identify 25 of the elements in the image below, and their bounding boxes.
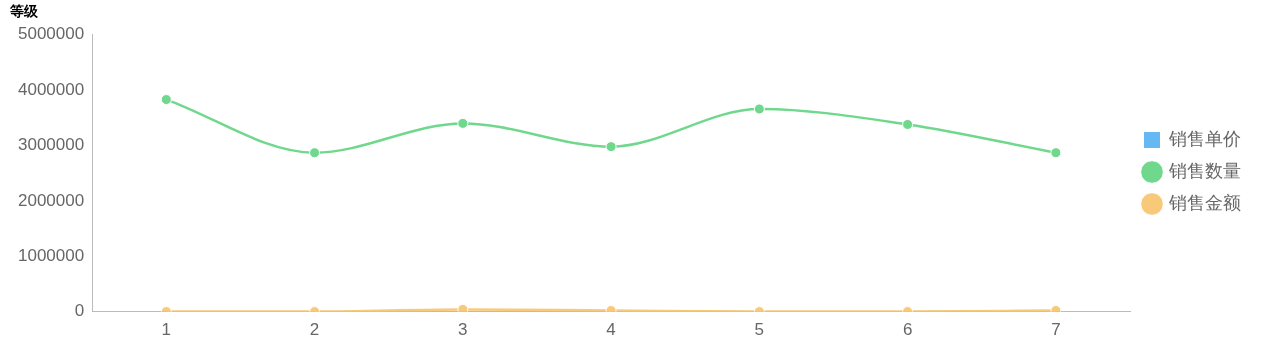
x-tick-label: 2: [309, 320, 320, 340]
point: [309, 147, 321, 159]
legend-label: 销售金额: [1168, 191, 1241, 213]
y-tick-label: 5000000: [17, 24, 85, 44]
point: [1050, 147, 1062, 159]
point: [902, 118, 914, 130]
y-tick-label: 2000000: [17, 190, 85, 210]
point: [457, 117, 469, 129]
y-tick-label: 1000000: [17, 245, 85, 265]
point: [457, 303, 469, 312]
x-tick-label: 5: [754, 320, 765, 340]
y-tick-label: 3000000: [17, 135, 85, 155]
point: [605, 141, 617, 153]
x-tick-label: 4: [606, 320, 616, 340]
chart-title: 等级: [9, 3, 39, 20]
legend-label: 销售数量: [1168, 159, 1241, 181]
x-tick-label: 7: [1051, 320, 1061, 340]
y-tick-label: 4000000: [17, 79, 85, 99]
point: [160, 94, 172, 106]
x-tick-label: 3: [458, 320, 468, 340]
x-tick-label: 1: [161, 320, 172, 340]
y-tick-label: 0: [74, 301, 85, 321]
point: [753, 103, 765, 115]
x-tick-label: 6: [902, 320, 913, 340]
legend-label: 销售单价: [1168, 127, 1241, 149]
